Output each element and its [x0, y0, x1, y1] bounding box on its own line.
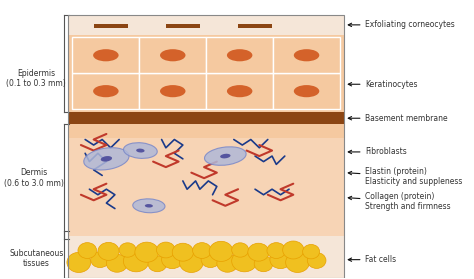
Ellipse shape	[84, 148, 129, 170]
Ellipse shape	[227, 85, 252, 97]
Ellipse shape	[220, 154, 230, 158]
Ellipse shape	[248, 243, 269, 261]
Ellipse shape	[201, 252, 220, 268]
Ellipse shape	[294, 49, 319, 61]
Ellipse shape	[227, 49, 252, 61]
Ellipse shape	[204, 147, 246, 165]
Bar	[68, 15, 344, 278]
Text: Keratinocytes: Keratinocytes	[348, 80, 418, 89]
Ellipse shape	[101, 156, 112, 162]
Bar	[68, 138, 344, 239]
Text: Collagen (protein)
Strength and firmness: Collagen (protein) Strength and firmness	[348, 192, 451, 211]
Bar	[73, 73, 139, 109]
Text: Fibroblasts: Fibroblasts	[348, 147, 407, 157]
Ellipse shape	[286, 252, 310, 273]
Ellipse shape	[302, 244, 319, 259]
Bar	[68, 236, 344, 278]
Ellipse shape	[119, 243, 136, 257]
Bar	[166, 24, 200, 28]
Text: Exfoliating corneocytes: Exfoliating corneocytes	[348, 20, 455, 29]
Ellipse shape	[160, 85, 185, 97]
Text: Dermis
(0.6 to 3.0 mm): Dermis (0.6 to 3.0 mm)	[4, 169, 64, 188]
Bar	[206, 73, 273, 109]
Bar	[206, 37, 273, 73]
Text: Fat cells: Fat cells	[348, 255, 397, 264]
Bar	[238, 24, 272, 28]
Ellipse shape	[106, 254, 128, 272]
Ellipse shape	[267, 243, 286, 258]
Ellipse shape	[172, 243, 193, 261]
Ellipse shape	[93, 49, 118, 61]
Bar	[273, 37, 340, 73]
Ellipse shape	[232, 250, 257, 272]
Ellipse shape	[133, 199, 165, 213]
Ellipse shape	[148, 256, 167, 272]
Ellipse shape	[307, 252, 326, 268]
Ellipse shape	[283, 241, 304, 259]
Bar	[273, 73, 340, 109]
Ellipse shape	[192, 243, 211, 258]
Bar	[73, 37, 139, 73]
Ellipse shape	[232, 243, 249, 257]
Bar	[68, 124, 344, 138]
Ellipse shape	[156, 242, 175, 258]
Bar	[68, 35, 344, 112]
Bar	[139, 73, 206, 109]
Ellipse shape	[135, 242, 159, 262]
Ellipse shape	[98, 242, 119, 260]
Ellipse shape	[160, 49, 185, 61]
Text: Elastin (protein)
Elasticity and suppleness: Elastin (protein) Elasticity and supplen…	[348, 167, 463, 186]
Ellipse shape	[294, 85, 319, 97]
Text: Basement membrane: Basement membrane	[348, 114, 448, 123]
Ellipse shape	[136, 149, 145, 153]
Ellipse shape	[217, 254, 238, 272]
Bar	[139, 37, 206, 73]
Ellipse shape	[270, 251, 291, 269]
Ellipse shape	[124, 143, 157, 158]
Text: Subcutaneous
tissues: Subcutaneous tissues	[9, 249, 64, 268]
Ellipse shape	[78, 243, 97, 258]
Ellipse shape	[180, 252, 203, 273]
Ellipse shape	[145, 204, 153, 208]
Ellipse shape	[209, 241, 233, 261]
Bar	[68, 15, 344, 35]
Ellipse shape	[93, 85, 118, 97]
Ellipse shape	[123, 250, 149, 272]
Bar	[68, 112, 344, 124]
Text: Epidermis
(0.1 to 0.3 mm): Epidermis (0.1 to 0.3 mm)	[7, 69, 66, 88]
Ellipse shape	[67, 252, 91, 273]
Bar	[94, 24, 128, 28]
Ellipse shape	[254, 256, 273, 272]
Ellipse shape	[91, 252, 109, 268]
Bar	[68, 239, 344, 247]
Ellipse shape	[162, 251, 183, 269]
